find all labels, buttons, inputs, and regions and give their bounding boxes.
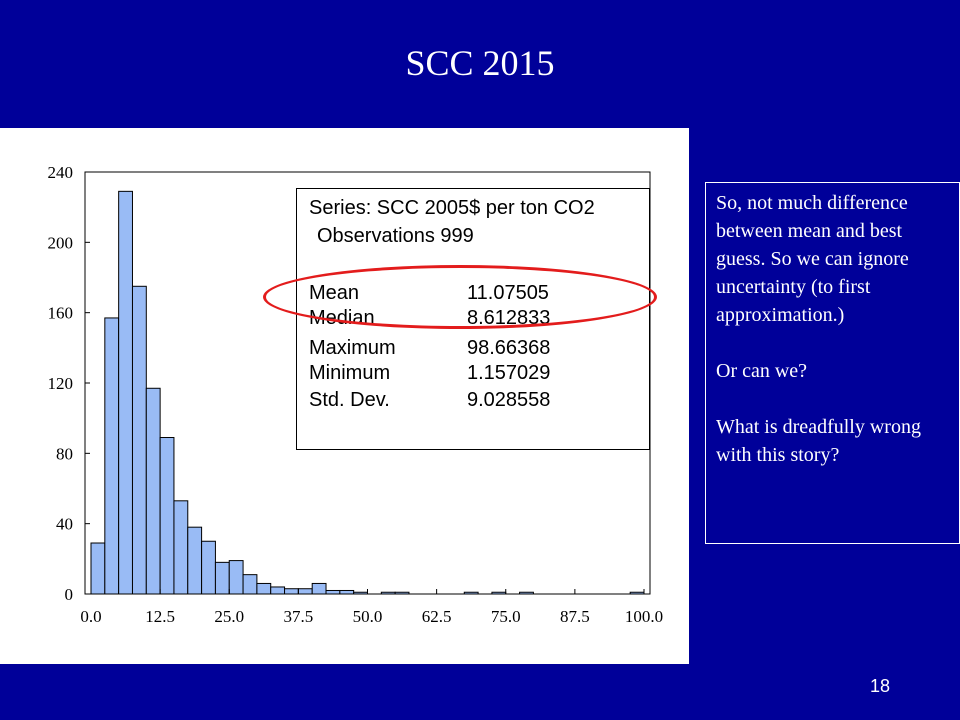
x-tick-label: 75.0 [491,607,521,626]
y-tick-label: 200 [48,233,74,252]
histogram-bar [118,190,133,595]
histogram-bar [284,588,299,595]
y-tick-label: 80 [56,444,73,463]
stats-series: Series: SCC 2005$ per ton CO2 [309,197,595,219]
y-tick-label: 160 [48,304,74,323]
histogram-bar [270,586,286,595]
note-paragraph: What is dreadfully wrong with this story… [716,416,921,466]
histogram-bar [90,542,106,595]
stats-observations: Observations 999 [317,225,474,247]
histogram-bar [201,540,216,595]
histogram-bar [256,582,272,595]
histogram-bar [325,589,341,595]
histogram-chart: 0 40 80 120 160 200 240 0.0 12.5 25.0 37.5 50.0 62.5… [48,163,664,626]
histogram-bar [187,526,203,595]
note-paragraph: So, not much difference between mean and… [716,192,909,326]
histogram-bar [380,591,396,595]
histogram-bar [339,589,355,595]
histogram-bar [104,317,120,595]
histogram-bar [159,437,175,595]
x-tick-label: 100.0 [625,607,663,626]
x-tick-label: 87.5 [560,607,590,626]
note-box: So, not much difference between mean and… [705,182,960,544]
x-tick-label: 37.5 [284,607,314,626]
y-tick-label: 0 [65,585,74,604]
histogram-bar [131,285,147,595]
x-tick-label: 25.0 [214,607,244,626]
x-tick-label: 12.5 [145,607,175,626]
histogram-bar [173,500,189,595]
histogram-bar [228,560,244,595]
histogram-bar [491,591,507,595]
slide-title: SCC 2015 [405,43,555,83]
histogram-bar [242,574,258,595]
histogram-bar [463,591,479,595]
stats-label: Std. Dev. [309,389,390,411]
stats-value: 1.157029 [467,362,551,384]
histogram-bar [353,591,368,595]
stats-label: Minimum [309,362,391,384]
highlight-oval [263,265,657,329]
histogram-bar [214,561,230,595]
histogram-bar [394,591,410,595]
note-paragraph: Or can we? [716,360,808,382]
x-tick-label: 50.0 [353,607,383,626]
histogram-bar [145,387,161,595]
y-tick-label: 120 [48,374,74,393]
histogram-bar [297,588,313,595]
page-number: 18 [870,676,891,696]
histogram-bar [519,591,534,595]
x-tick-label: 0.0 [80,607,101,626]
stats-label: Maximum [309,337,396,359]
histogram-bar [311,582,327,595]
y-tick-label: 240 [48,163,74,182]
stats-value: 9.028558 [467,389,551,411]
stats-value: 98.66368 [467,337,551,359]
y-tick-label: 40 [56,515,73,534]
histogram-bar [629,591,645,595]
x-tick-label: 62.5 [422,607,452,626]
